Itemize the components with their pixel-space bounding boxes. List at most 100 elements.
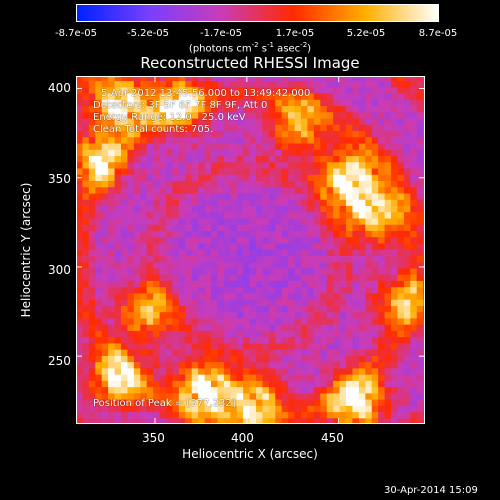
heatmap-cell bbox=[384, 99, 392, 107]
heatmap-cell bbox=[275, 105, 283, 113]
heatmap-cell bbox=[352, 130, 360, 138]
heatmap-cell bbox=[326, 336, 334, 344]
heatmap-cell bbox=[223, 224, 231, 231]
heatmap-cell bbox=[101, 242, 109, 250]
heatmap-cell bbox=[333, 280, 341, 288]
heatmap-cell bbox=[358, 417, 366, 424]
heatmap-cell bbox=[320, 261, 328, 269]
heatmap-cell bbox=[159, 392, 167, 400]
heatmap-cell bbox=[403, 192, 411, 200]
heatmap-cell bbox=[378, 192, 386, 200]
heatmap-cell bbox=[371, 199, 379, 206]
heatmap-cell bbox=[262, 117, 270, 125]
heatmap-cell bbox=[153, 355, 161, 363]
heatmap-cell bbox=[268, 330, 276, 338]
heatmap-cell bbox=[378, 280, 386, 288]
heatmap-cell bbox=[339, 392, 347, 400]
x-tick-label: 450 bbox=[321, 431, 344, 445]
heatmap-cell bbox=[281, 80, 289, 88]
heatmap-cell bbox=[140, 124, 148, 132]
heatmap-cell bbox=[82, 280, 90, 288]
heatmap-cell bbox=[301, 361, 309, 369]
heatmap-cell bbox=[333, 230, 341, 238]
heatmap-cell bbox=[140, 167, 148, 175]
heatmap-cell bbox=[397, 374, 405, 381]
heatmap-cell bbox=[185, 105, 193, 113]
heatmap-cell bbox=[223, 380, 231, 388]
heatmap-cell bbox=[178, 324, 186, 331]
heatmap-cell bbox=[410, 367, 418, 375]
heatmap-cell bbox=[121, 355, 129, 363]
heatmap-cell bbox=[301, 149, 309, 157]
heatmap-cell bbox=[140, 92, 148, 100]
heatmap-cell bbox=[146, 411, 154, 419]
heatmap-cell bbox=[275, 186, 283, 194]
heatmap-cell bbox=[211, 130, 219, 138]
heatmap-cell bbox=[268, 374, 276, 381]
heatmap-cell bbox=[191, 199, 199, 206]
heatmap-cell bbox=[95, 155, 103, 163]
heatmap-cell bbox=[288, 367, 296, 375]
heatmap-cell bbox=[371, 92, 379, 100]
heatmap-cell bbox=[108, 167, 116, 175]
heatmap-cell bbox=[391, 367, 399, 375]
heatmap-cell bbox=[178, 92, 186, 100]
heatmap-cell bbox=[281, 205, 289, 213]
heatmap-cell bbox=[262, 199, 270, 206]
heatmap-cell bbox=[307, 311, 315, 319]
heatmap-cell bbox=[133, 80, 141, 88]
heatmap-cell bbox=[275, 336, 283, 344]
heatmap-cell bbox=[127, 205, 135, 213]
heatmap-cell bbox=[140, 224, 148, 231]
heatmap-cell bbox=[384, 155, 392, 163]
heatmap-cell bbox=[371, 76, 379, 82]
heatmap-cell bbox=[307, 324, 315, 331]
heatmap-cell bbox=[121, 192, 129, 200]
heatmap-cell bbox=[121, 361, 129, 369]
heatmap-cell bbox=[108, 286, 116, 294]
heatmap-cell bbox=[416, 367, 424, 375]
heatmap-cell bbox=[204, 76, 212, 82]
heatmap-cell bbox=[159, 299, 167, 306]
heatmap-cell bbox=[217, 117, 225, 125]
heatmap-cell bbox=[384, 186, 392, 194]
heatmap-cell bbox=[307, 224, 315, 231]
heatmap-cell bbox=[217, 230, 225, 238]
heatmap-cell bbox=[211, 392, 219, 400]
heatmap-cell bbox=[185, 99, 193, 107]
heatmap-cell bbox=[275, 305, 283, 313]
heatmap-cell bbox=[410, 267, 418, 275]
heatmap-cell bbox=[397, 76, 405, 82]
heatmap-cell bbox=[217, 86, 225, 94]
heatmap-cell bbox=[153, 105, 161, 113]
heatmap-cell bbox=[204, 161, 212, 169]
heatmap-cell bbox=[127, 399, 135, 406]
heatmap-cell bbox=[275, 136, 283, 144]
heatmap-cell bbox=[275, 311, 283, 319]
heatmap-cell bbox=[301, 130, 309, 138]
heatmap-cell bbox=[243, 186, 251, 194]
heatmap-cell bbox=[416, 199, 424, 206]
heatmap-cell bbox=[333, 186, 341, 194]
heatmap-cell bbox=[391, 305, 399, 313]
heatmap-cell bbox=[256, 99, 264, 107]
heatmap-cell bbox=[281, 336, 289, 344]
heatmap-cell bbox=[166, 174, 174, 181]
heatmap-cell bbox=[358, 286, 366, 294]
heatmap-cell bbox=[268, 211, 276, 219]
heatmap-cell bbox=[82, 217, 90, 225]
heatmap-cell bbox=[217, 411, 225, 419]
heatmap-cell bbox=[146, 361, 154, 369]
heatmap-cell bbox=[288, 305, 296, 313]
heatmap-cell bbox=[108, 230, 116, 238]
heatmap-cell bbox=[346, 180, 354, 188]
heatmap-cell bbox=[358, 392, 366, 400]
heatmap-cell bbox=[108, 305, 116, 313]
heatmap-cell bbox=[294, 280, 302, 288]
heatmap-cell bbox=[204, 292, 212, 300]
heatmap-cell bbox=[249, 311, 257, 319]
heatmap-cell bbox=[301, 261, 309, 269]
heatmap-cell bbox=[275, 192, 283, 200]
heatmap-cell bbox=[204, 192, 212, 200]
heatmap-cell bbox=[313, 261, 321, 269]
